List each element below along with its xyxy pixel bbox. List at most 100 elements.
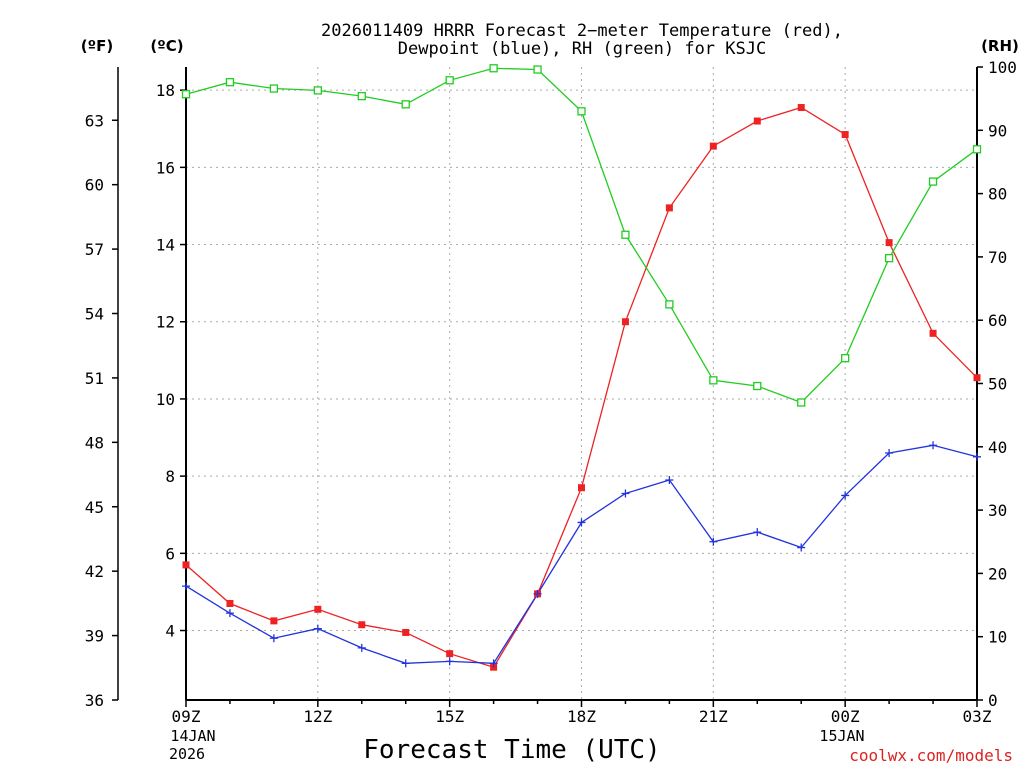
dewpoint-point [577, 518, 586, 527]
chart-title-line1: 2026011409 HRRR Forecast 2−meter Tempera… [321, 21, 843, 41]
chart-title-line2: Dewpoint (blue), RH (green) for KSJC [398, 39, 766, 59]
dewpoint-point [489, 659, 498, 668]
rh-point [577, 107, 586, 116]
temperature-point [665, 204, 673, 212]
fahrenheit-tick-label: 51 [85, 369, 104, 388]
rh-tick-label: 100 [988, 58, 1017, 77]
rh-point [884, 254, 894, 263]
dewpoint-point [841, 491, 850, 500]
x-tick-label: 03Z [963, 707, 992, 726]
fahrenheit-tick-label: 45 [85, 498, 104, 517]
rh-point [753, 381, 762, 391]
rh-point [269, 84, 279, 93]
celsius-tick-label: 18 [156, 81, 175, 100]
rh-tick-label: 90 [988, 121, 1007, 140]
celsius-tick-label: 16 [156, 158, 175, 177]
dewpoint-point [401, 659, 410, 668]
rh-tick-label: 70 [988, 248, 1007, 267]
dewpoint-point [313, 624, 322, 633]
x-tick-label: 00Z [831, 707, 860, 726]
unit-fahrenheit-label: (ºF) [81, 37, 113, 55]
temperature-point [709, 142, 717, 150]
rh-point [401, 100, 410, 109]
rh-tick-label: 0 [988, 691, 998, 710]
rh-point [181, 90, 191, 99]
rh-point [445, 76, 454, 85]
temperature-point [578, 484, 585, 492]
temperature-point [753, 117, 761, 125]
temperature-point [797, 104, 805, 112]
celsius-tick-label: 6 [165, 544, 175, 563]
dewpoint-point [885, 448, 894, 457]
rh-point [357, 91, 366, 101]
rh-point [709, 376, 718, 385]
fahrenheit-tick-label: 48 [85, 433, 104, 452]
fahrenheit-tick-label: 39 [85, 627, 104, 646]
unit-rh-label: (RH) [981, 37, 1019, 55]
rh-point [489, 64, 498, 73]
dewpoint-point [929, 441, 938, 450]
rh-point [313, 86, 322, 95]
grid-lines [186, 67, 977, 700]
fahrenheit-tick-label: 36 [85, 691, 104, 710]
fahrenheit-tick-label: 60 [85, 176, 104, 195]
rh-tick-label: 50 [988, 375, 1007, 394]
temperature-point [270, 617, 278, 625]
dewpoint-point [225, 609, 234, 618]
temperature-point [358, 621, 366, 629]
x-tick-label: 15Z [435, 707, 464, 726]
rh-point [621, 230, 630, 239]
dewpoint-point [533, 589, 542, 598]
credit-link[interactable]: coolwx.com/models [849, 746, 1013, 765]
series-markers [181, 64, 982, 671]
celsius-tick-label: 4 [165, 622, 175, 641]
celsius-tick-label: 14 [156, 236, 175, 255]
temperature-point [182, 561, 190, 569]
dewpoint-point [709, 537, 718, 546]
rh-point [972, 145, 982, 154]
fahrenheit-tick-label: 42 [85, 562, 104, 581]
dewpoint-point [973, 452, 981, 461]
tick-marks: 4 6 8 10 12 14 16 18 36 39 42 45 48 51 54 57 60 63 0 10 20 30… [85, 58, 1017, 726]
x-tick-label: 09Z [172, 707, 201, 726]
temperature-point [841, 131, 849, 139]
date-label-mid: 15JAN [819, 727, 864, 745]
rh-tick-label: 80 [988, 185, 1007, 204]
fahrenheit-tick-label: 63 [85, 111, 104, 130]
rh-point [841, 354, 850, 363]
axes [117, 67, 978, 701]
rh-tick-label: 40 [988, 438, 1007, 457]
rh-tick-label: 30 [988, 501, 1007, 520]
dewpoint-point [357, 643, 366, 652]
celsius-tick-label: 8 [165, 467, 175, 486]
temperature-point [314, 605, 322, 613]
celsius-tick-label: 10 [156, 390, 175, 409]
temperature-point [973, 374, 981, 382]
dewpoint-point [445, 657, 454, 666]
celsius-tick-label: 12 [156, 313, 175, 332]
unit-celsius-label: (ºC) [150, 37, 183, 55]
year-label-left: 2026 [169, 745, 205, 763]
temperature-point [885, 239, 893, 247]
x-tick-label: 18Z [567, 707, 596, 726]
rh-tick-label: 10 [988, 628, 1007, 647]
rh-point [225, 78, 235, 87]
date-label-left: 14JAN [170, 727, 215, 745]
rh-tick-label: 20 [988, 564, 1007, 583]
temperature-point [402, 628, 410, 636]
dewpoint-point [797, 543, 806, 552]
x-tick-label: 21Z [699, 707, 728, 726]
temperature-point [446, 650, 454, 658]
rh-point [533, 65, 542, 74]
temperature-point [621, 318, 629, 326]
fahrenheit-tick-label: 57 [85, 240, 104, 259]
dewpoint-point [621, 489, 630, 498]
dewpoint-point [182, 582, 190, 591]
dewpoint-point [269, 634, 278, 643]
dewpoint-point [665, 475, 674, 484]
x-tick-label: 12Z [303, 707, 332, 726]
dewpoint-point [753, 528, 762, 537]
rh-point [797, 398, 806, 407]
temperature-point [929, 329, 937, 337]
